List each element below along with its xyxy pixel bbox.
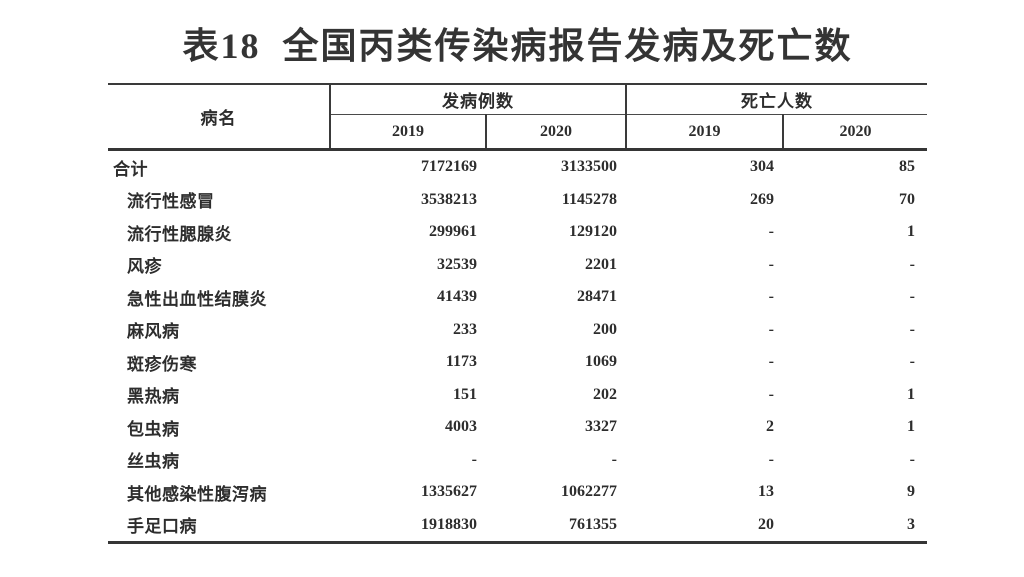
disease-name-cell: 斑疹伤寒 (127, 354, 197, 374)
table-row: 风疹 32539 2201 - - (108, 249, 927, 282)
deaths-2019-cell: - (768, 353, 774, 371)
table-header: 病名 发病例数 死亡人数 2019 2020 2019 2020 (108, 84, 927, 151)
deaths-2019-cell: 2 (766, 418, 774, 436)
deaths-2019-cell: 304 (750, 158, 774, 176)
disease-name-cell: 黑热病 (127, 387, 180, 407)
table-body: 合计 7172169 3133500 304 85 流行性感冒 3538213 1145278… (108, 150, 927, 543)
disease-name-cell: 风疹 (127, 257, 162, 277)
deaths-2020-cell: 1 (907, 223, 915, 241)
column-header-disease: 病名 (108, 84, 331, 151)
disease-name-cell: 丝虫病 (127, 452, 180, 472)
deaths-2019-cell: - (768, 223, 774, 241)
cases-2020-cell: 28471 (577, 288, 617, 306)
deaths-2020-cell: 1 (907, 418, 915, 436)
table-row: 合计 7172169 3133500 304 85 (108, 150, 927, 184)
cases-2019-cell: 1918830 (421, 515, 477, 533)
disease-name-cell: 合计 (113, 159, 148, 179)
deaths-2019-cell: - (768, 255, 774, 273)
table-row: 手足口病 1918830 761355 20 3 (108, 509, 927, 543)
disease-name-cell: 急性出血性结膜炎 (127, 289, 267, 309)
table-row: 流行性腮腺炎 299961 129120 - 1 (108, 216, 927, 249)
disease-name-cell: 麻风病 (127, 322, 180, 342)
page-title: 表18 全国丙类传染病报告发病及死亡数 (182, 26, 853, 66)
cases-2020-cell: 1145278 (561, 190, 617, 208)
table-row: 包虫病 4003 3327 2 1 (108, 411, 927, 444)
cases-2019-cell: 3538213 (421, 190, 477, 208)
cases-2020-cell: 202 (593, 385, 617, 403)
column-group-deaths: 死亡人数 (625, 84, 927, 115)
disease-name-cell: 手足口病 (127, 517, 197, 537)
deaths-2020-cell: 1 (907, 385, 915, 403)
deaths-2020-cell: 3 (907, 515, 915, 533)
deaths-2019-cell: 20 (758, 515, 774, 533)
deaths-2019-cell: - (768, 385, 774, 403)
statistics-table-container: 病名 发病例数 死亡人数 2019 2020 2019 2020 合计 71721… (108, 83, 927, 544)
deaths-2020-cell: - (909, 320, 915, 338)
cases-2019-cell: 1173 (445, 353, 477, 371)
cases-2020-cell: 1069 (585, 353, 617, 371)
column-header-deaths-2019: 2019 (625, 114, 783, 151)
cases-2019-cell: 32539 (437, 255, 477, 273)
cases-2020-cell: 200 (593, 320, 617, 338)
column-group-cases: 发病例数 (330, 84, 626, 115)
cases-2020-cell: 1062277 (561, 483, 617, 501)
year-header-row: 2019 2020 2019 2020 (108, 114, 927, 151)
column-header-deaths-2020: 2020 (782, 114, 927, 151)
table-row: 丝虫病 - - - - (108, 444, 927, 477)
deaths-2019-cell: 269 (750, 190, 774, 208)
deaths-2020-cell: 85 (899, 158, 915, 176)
group-header-row: 病名 发病例数 死亡人数 (108, 84, 927, 151)
column-header-cases-2020: 2020 (485, 114, 626, 151)
cases-2019-cell: - (471, 450, 477, 468)
cases-2020-cell: 2201 (585, 255, 617, 273)
deaths-2019-cell: 13 (758, 483, 774, 501)
cases-2020-cell: 761355 (569, 515, 617, 533)
table-row: 流行性感冒 3538213 1145278 269 70 (108, 184, 927, 217)
cases-2019-cell: 7172169 (421, 158, 477, 176)
cases-2019-cell: 41439 (437, 288, 477, 306)
cases-2020-cell: 129120 (569, 223, 617, 241)
disease-name-cell: 流行性腮腺炎 (127, 224, 232, 244)
cases-2019-cell: 299961 (429, 223, 477, 241)
cases-2020-cell: 3327 (585, 418, 617, 436)
statistics-table: 病名 发病例数 死亡人数 2019 2020 2019 2020 合计 71721… (108, 83, 927, 544)
deaths-2019-cell: - (768, 450, 774, 468)
deaths-2020-cell: 9 (907, 483, 915, 501)
deaths-2020-cell: 70 (899, 190, 915, 208)
deaths-2019-cell: - (768, 320, 774, 338)
table-row: 斑疹伤寒 1173 1069 - - (108, 346, 927, 379)
deaths-2020-cell: - (909, 450, 915, 468)
deaths-2020-cell: - (909, 353, 915, 371)
deaths-2020-cell: - (909, 288, 915, 306)
cases-2019-cell: 1335627 (421, 483, 477, 501)
table-row: 麻风病 233 200 - - (108, 314, 927, 347)
cases-2019-cell: 233 (453, 320, 477, 338)
table-row: 其他感染性腹泻病 1335627 1062277 13 9 (108, 476, 927, 509)
cases-2020-cell: 3133500 (561, 158, 617, 176)
table-row: 急性出血性结膜炎 41439 28471 - - (108, 281, 927, 314)
deaths-2019-cell: - (768, 288, 774, 306)
deaths-2020-cell: - (909, 255, 915, 273)
disease-name-cell: 流行性感冒 (127, 192, 215, 212)
column-header-cases-2019: 2019 (330, 114, 486, 151)
disease-name-cell: 包虫病 (127, 419, 180, 439)
disease-name-cell: 其他感染性腹泻病 (127, 484, 267, 504)
cases-2019-cell: 4003 (445, 418, 477, 436)
cases-2019-cell: 151 (453, 385, 477, 403)
cases-2020-cell: - (611, 450, 617, 468)
table-row: 黑热病 151 202 - 1 (108, 379, 927, 412)
